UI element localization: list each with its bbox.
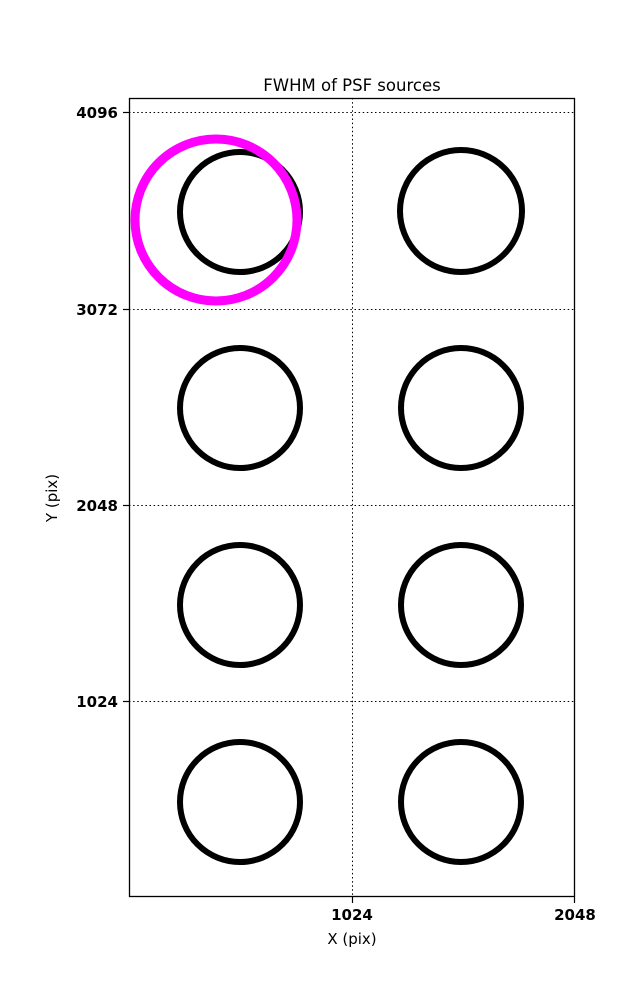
series-psf-outlier-highlight bbox=[130, 134, 302, 306]
y-tick-label: 4096 bbox=[76, 104, 118, 122]
y-tick-label: 1024 bbox=[76, 693, 118, 711]
y-axis-label: Y (pix) bbox=[43, 474, 61, 523]
gridlines-horizontal bbox=[129, 112, 575, 702]
x-tick-labels: 1024 2048 bbox=[331, 906, 596, 924]
psf-source-marker[interactable] bbox=[398, 345, 524, 471]
psf-source-marker[interactable] bbox=[398, 739, 524, 865]
x-tick-label: 2048 bbox=[554, 906, 596, 924]
plot-area-background bbox=[129, 98, 575, 897]
y-tick-label: 2048 bbox=[76, 497, 118, 515]
y-tickmarks bbox=[123, 111, 129, 703]
psf-source-marker[interactable] bbox=[177, 739, 303, 865]
y-tick-label: 3072 bbox=[76, 301, 118, 319]
axes-frame bbox=[128, 97, 576, 898]
series-psf-sources bbox=[177, 147, 525, 865]
y-tick-labels: 4096 3072 2048 1024 bbox=[76, 104, 118, 711]
x-axis-label: X (pix) bbox=[327, 930, 376, 948]
psf-source-marker[interactable] bbox=[397, 147, 525, 275]
psf-source-marker[interactable] bbox=[177, 345, 303, 471]
x-tickmarks bbox=[351, 897, 576, 903]
psf-source-marker[interactable] bbox=[398, 542, 524, 668]
x-tick-label: 1024 bbox=[331, 906, 373, 924]
psf-outlier-highlight-marker[interactable] bbox=[130, 134, 302, 306]
psf-source-marker[interactable] bbox=[177, 542, 303, 668]
page-title: FWHM of PSF sources bbox=[263, 76, 440, 95]
